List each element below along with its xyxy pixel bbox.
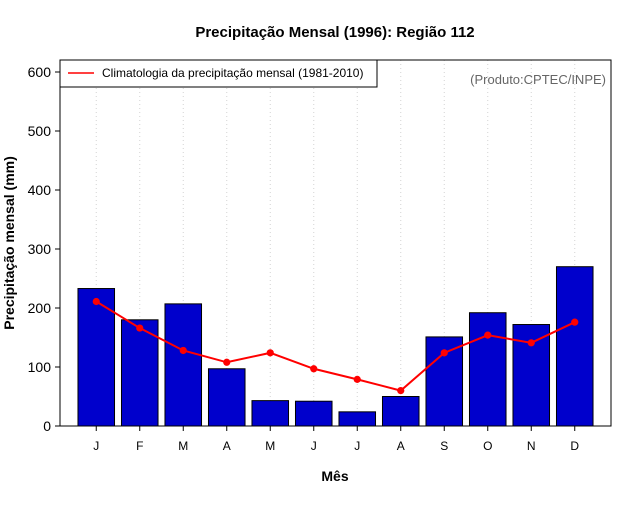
- x-tick-label: M: [178, 439, 188, 453]
- x-tick-label: J: [354, 439, 360, 453]
- bar: [164, 303, 203, 427]
- bar: [338, 411, 377, 427]
- chart-title: Precipitação Mensal (1996): Região 112: [195, 24, 474, 41]
- climatology-point: [353, 375, 361, 383]
- bar: [294, 400, 333, 427]
- y-tick-label: 0: [43, 418, 51, 434]
- line-layer: [92, 297, 579, 395]
- y-tick-label: 100: [28, 359, 52, 375]
- bar: [381, 396, 420, 427]
- y-tick-label: 400: [28, 182, 52, 198]
- x-tick-label: D: [570, 439, 579, 453]
- climatology-point: [136, 324, 144, 332]
- climatology-point: [310, 365, 318, 373]
- x-tick-label: J: [311, 439, 317, 453]
- x-tick-label: S: [440, 439, 448, 453]
- climatology-point: [527, 339, 535, 347]
- climatology-point: [440, 349, 448, 357]
- x-tick-label: J: [93, 439, 99, 453]
- bar: [555, 266, 594, 427]
- x-tick-label: O: [483, 439, 492, 453]
- climatology-point: [223, 358, 231, 366]
- bar: [251, 400, 290, 427]
- y-tick-label: 500: [28, 123, 52, 139]
- climatology-point: [179, 346, 187, 355]
- y-axis: 0 100 200 300 400 500 600: [28, 64, 60, 434]
- x-tick-label: A: [397, 439, 405, 453]
- bar: [77, 288, 116, 427]
- x-tick-label: N: [527, 439, 536, 453]
- legend: Climatologia da precipitação mensal (198…: [59, 59, 378, 88]
- climatology-point: [92, 297, 100, 306]
- legend-box: [59, 59, 378, 88]
- y-tick-label: 600: [28, 64, 52, 80]
- y-tick-label: 200: [28, 300, 52, 316]
- x-tick-label: M: [265, 439, 275, 453]
- x-tick-label: A: [223, 439, 231, 453]
- y-axis-label: Precipitação mensal (mm): [1, 156, 17, 330]
- x-axis-label: Mês: [321, 468, 348, 484]
- bar-layer: [77, 266, 594, 427]
- climatology-point: [484, 331, 492, 339]
- climatology-line: [95, 300, 576, 392]
- x-tick-label: F: [136, 439, 143, 453]
- climatology-point: [571, 318, 579, 326]
- y-tick-label: 300: [28, 241, 52, 257]
- source-annotation: (Produto:CPTEC/INPE): [470, 72, 606, 87]
- legend-entry-climatology: Climatologia da precipitação mensal (198…: [102, 66, 363, 80]
- climatology-point: [397, 387, 405, 395]
- bar: [207, 368, 246, 427]
- climatology-point: [266, 349, 274, 357]
- bar: [468, 312, 507, 427]
